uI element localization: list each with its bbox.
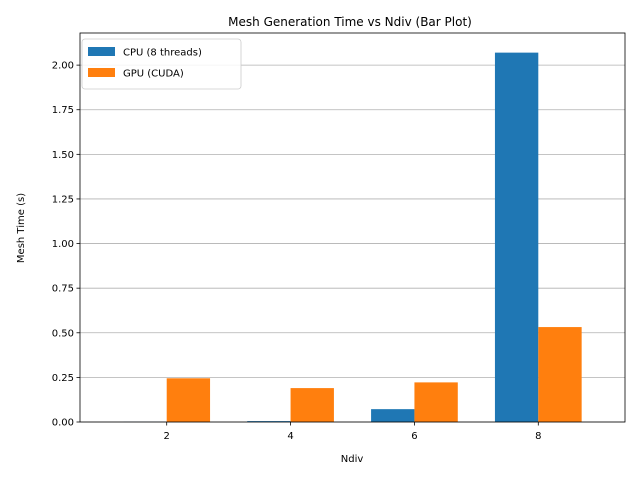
x-tick-label: 2: [164, 431, 170, 442]
legend-swatch: [88, 68, 115, 77]
legend: CPU (8 threads) GPU (CUDA): [81, 38, 242, 90]
y-gridlines: [80, 64, 625, 423]
y-tick-label: 1.25: [52, 194, 74, 205]
y-axis-label: Mesh Time (s): [16, 193, 27, 263]
legend-label: GPU (CUDA): [123, 69, 184, 80]
x-tick-label: 4: [287, 431, 293, 442]
y-tick-label: 1.50: [52, 150, 74, 161]
x-axis-label: Ndiv: [341, 454, 364, 465]
y-tick-label: 1.75: [52, 105, 74, 116]
legend-box: [81, 38, 242, 90]
y-tick-label: 0.75: [52, 284, 74, 295]
bars: [123, 52, 582, 422]
x-tick-label: 6: [411, 431, 417, 442]
y-tick-label: 2.00: [52, 61, 74, 72]
bar-gpu-2: [166, 378, 211, 422]
plot-frame: [79, 32, 626, 423]
y-tick-label: 0.00: [52, 418, 74, 429]
bar-gpu-6: [414, 382, 458, 422]
y-axis-ticks: 0.00 0.25 0.50 0.75 1.00 1.25 1.50 1.75 2.00: [52, 61, 80, 429]
chart-title: Mesh Generation Time vs Ndiv (Bar Plot): [228, 15, 472, 29]
bar-cpu-4: [247, 421, 291, 422]
y-tick-label: 0.25: [52, 373, 74, 384]
bar-gpu-8: [538, 327, 582, 422]
legend-label: CPU (8 threads): [123, 48, 202, 59]
bar-cpu-6: [371, 409, 415, 422]
x-tick-label: 8: [535, 431, 541, 442]
bar-gpu-4: [290, 388, 334, 422]
legend-swatch: [88, 47, 115, 56]
x-axis-ticks: 2 4 6 8: [164, 422, 541, 442]
y-tick-label: 0.50: [52, 328, 74, 339]
y-tick-label: 1.00: [52, 239, 74, 250]
bar-cpu-8: [494, 52, 539, 422]
